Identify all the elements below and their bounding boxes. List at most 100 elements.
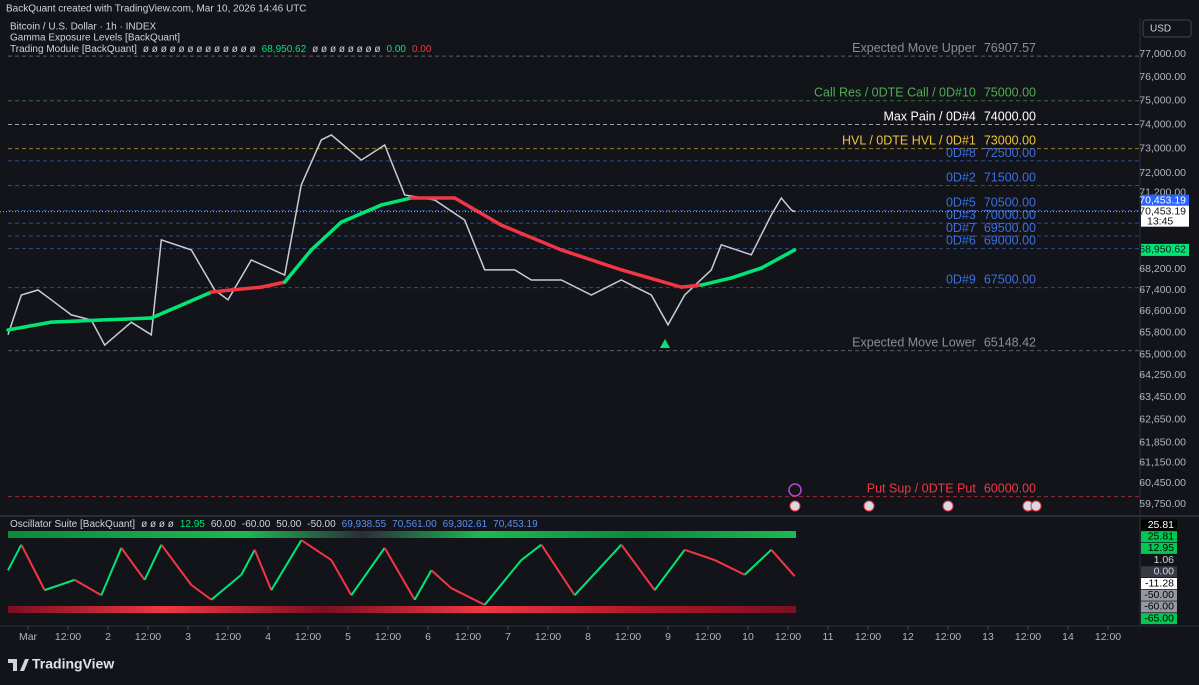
level-label: HVL / 0DTE HVL / 0D#1 73000.00	[842, 134, 1036, 148]
oscillator-line	[20, 544, 46, 591]
x-tick-label: 9	[665, 631, 671, 643]
level-value: 69500.00	[984, 221, 1036, 235]
level-label: Put Sup / 0DTE Put 60000.00	[867, 482, 1036, 496]
last-price-badge	[1141, 194, 1189, 206]
moving-average	[699, 276, 734, 287]
event-icon[interactable]	[863, 500, 875, 512]
legend-value: 70,453.19	[493, 519, 538, 530]
oscillator-line	[253, 549, 273, 591]
logo-text: TradingView	[32, 656, 114, 672]
level-name: Expected Move Lower	[852, 336, 976, 350]
x-tick-label: 12:00	[1095, 631, 1121, 643]
level-label: Expected Move Lower 65148.42	[852, 336, 1036, 350]
x-tick-label: 10	[742, 631, 754, 643]
oscillator-line	[74, 579, 102, 597]
legend-value: 0.00	[412, 44, 432, 55]
x-tick-label: 12:00	[375, 631, 401, 643]
level-name: Call Res / 0DTE Call / 0D#10	[814, 86, 976, 100]
y-tick-label: 59,750.00	[1139, 498, 1186, 510]
event-icon[interactable]	[1030, 500, 1042, 512]
oscillator-line	[330, 559, 353, 596]
event-icon[interactable]	[789, 500, 801, 512]
y-tick-label: 75,000.00	[1139, 94, 1186, 106]
level-label: 0D#8 72500.00	[946, 146, 1036, 160]
level-value: 69000.00	[984, 234, 1036, 248]
legend-value: ø ø ø ø	[141, 519, 174, 530]
level-label: 0D#6 69000.00	[946, 234, 1036, 248]
level-label: 0D#5 70500.00	[946, 196, 1036, 210]
legend-value: ø ø ø ø ø ø ø ø	[312, 44, 380, 55]
currency[interactable]: USD	[1150, 24, 1171, 35]
y-tick-label: 66,600.00	[1139, 305, 1186, 317]
oscillator-axis-label: -60.00	[1144, 601, 1174, 613]
moving-average	[339, 203, 384, 224]
oscillator-line	[413, 569, 433, 601]
x-tick-label: 12:00	[215, 631, 241, 643]
oscillator-line	[450, 587, 486, 606]
x-tick-label: 12:00	[935, 631, 961, 643]
level-value: 60000.00	[984, 482, 1036, 496]
level-label: 0D#7 69500.00	[946, 221, 1036, 235]
legend-value: 0.00	[387, 44, 407, 55]
legend-value: 69,302.61	[443, 519, 488, 530]
level-name: 0D#5	[946, 196, 976, 210]
moving-average	[309, 220, 344, 252]
oscillator-axis-label: -65.00	[1144, 612, 1174, 624]
oscillator-line	[540, 544, 576, 596]
oscillator-axis-badge	[1141, 589, 1177, 601]
legend-value: 60.00	[211, 519, 236, 530]
moving-average	[209, 288, 234, 294]
level-value: 76907.57	[984, 41, 1036, 55]
ma-badge	[1141, 243, 1189, 256]
x-tick-label: 4	[265, 631, 271, 643]
y-tick-label: 64,250.00	[1139, 369, 1186, 381]
y-tick-label: 63,450.00	[1139, 391, 1186, 403]
moving-average	[619, 268, 684, 289]
module-name: Trading Module [BackQuant]	[10, 44, 137, 55]
level-name: Put Sup / 0DTE Put	[867, 482, 977, 496]
legend-value: 68,950.62	[262, 44, 307, 55]
heat-strip	[8, 531, 796, 538]
oscillator-axis-label: -50.00	[1144, 589, 1174, 601]
x-tick-label: 14	[1062, 631, 1074, 643]
level-name: Max Pain / 0D#4	[883, 110, 975, 124]
x-tick-label: 11	[823, 631, 834, 643]
symbol-legend: Bitcoin / U.S. Dollar · 1h · INDEX	[10, 22, 156, 33]
legend-value: 70,561.00	[392, 519, 437, 530]
oscillator-line	[240, 549, 256, 576]
y-tick-label: 61,850.00	[1139, 437, 1186, 449]
moving-average	[679, 283, 704, 289]
oscillator-axis-badge	[1141, 519, 1177, 531]
oscillator-line	[770, 549, 796, 577]
x-tick-label: 7	[505, 631, 511, 643]
oscillator-line	[210, 573, 242, 601]
oscillator-line	[300, 539, 332, 561]
watermark: BackQuant created with TradingView.com, …	[6, 4, 307, 15]
y-tick-label: 65,000.00	[1139, 348, 1186, 360]
x-tick-label: 12:00	[695, 631, 721, 643]
level-label: Call Res / 0DTE Call / 0D#10 75000.00	[814, 86, 1036, 100]
oscillator-line	[483, 559, 523, 606]
oscillator-line	[520, 543, 542, 561]
event-icon[interactable]	[942, 500, 954, 512]
moving-average	[99, 316, 154, 322]
level-name: 0D#6	[946, 234, 976, 248]
currency-button[interactable]	[1142, 19, 1192, 38]
countdown: 13:45	[1147, 215, 1173, 227]
x-tick-label: 3	[185, 631, 191, 643]
moving-average	[6, 320, 54, 332]
moving-average	[179, 290, 214, 307]
buy-signal	[660, 339, 670, 348]
y-tick-label: 77,000.00	[1139, 48, 1186, 60]
y-tick-label: 67,400.00	[1139, 284, 1186, 296]
x-tick-label: 2	[105, 631, 111, 643]
level-name: HVL / 0DTE HVL / 0D#1	[842, 134, 976, 148]
y-tick-label: 72,000.00	[1139, 167, 1186, 179]
y-tick-label: 68,200.00	[1139, 263, 1186, 275]
level-label: 0D#2 71500.00	[946, 171, 1036, 185]
ma-label: 68,950.62	[1139, 244, 1186, 256]
x-tick-label: 12	[902, 631, 914, 643]
event-icon[interactable]	[788, 483, 802, 497]
